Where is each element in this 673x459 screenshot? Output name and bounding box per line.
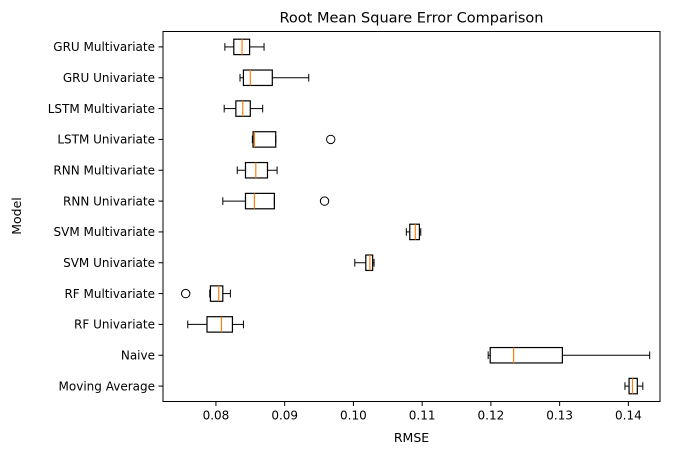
y-tick-label-naive: Naive [121, 349, 155, 363]
y-tick-label-rnn-univariate: RNN Univariate [63, 194, 155, 208]
box-rf-univariate [206, 316, 234, 333]
x-axis-label: RMSE [394, 430, 429, 445]
box-rnn-multivariate [244, 161, 269, 179]
y-tick-label-moving-average: Moving Average [59, 379, 155, 393]
x-tick-label: 0.14 [615, 409, 642, 423]
y-tick-label-gru-multivariate: GRU Multivariate [53, 40, 155, 54]
axes-frame [162, 31, 661, 402]
y-tick-label-rf-univariate: RF Univariate [74, 318, 155, 332]
outlier-rnn-univariate [319, 196, 330, 206]
x-tick-label: 0.13 [546, 409, 573, 423]
box-rf-multivariate [209, 285, 224, 302]
box-gru-univariate [242, 69, 273, 87]
y-tick-label-rnn-multivariate: RNN Multivariate [53, 164, 155, 178]
box-moving-average [628, 377, 638, 395]
box-naive [489, 346, 563, 364]
y-tick-label-lstm-multivariate: LSTM Multivariate [48, 102, 155, 116]
box-svm-multivariate [409, 223, 421, 241]
y-tick-label-rf-multivariate: RF Multivariate [64, 287, 155, 301]
x-tick-label: 0.10 [340, 409, 367, 423]
x-tick-label: 0.08 [203, 409, 230, 423]
box-lstm-univariate [252, 131, 277, 148]
y-tick-label-gru-univariate: GRU Univariate [63, 71, 155, 85]
plot-area: 0.08 0.09 0.10 0.11 0.12 0.13 0.14 GRU Multivar… [48, 38, 651, 423]
y-axis-label: Model [9, 197, 24, 235]
x-tick-label: 0.12 [478, 409, 505, 423]
chart-title: Root Mean Square Error Comparison [279, 11, 543, 27]
box-rnn-univariate [244, 192, 275, 210]
x-tick-label: 0.11 [409, 409, 436, 423]
y-tick-label-lstm-univariate: LSTM Univariate [57, 133, 155, 147]
outlier-lstm-univariate [326, 134, 336, 145]
box-svm-univariate [365, 254, 374, 272]
outlier-rf-multivariate [180, 288, 191, 299]
y-tick-label-svm-univariate: SVM Univariate [63, 256, 155, 270]
y-tick-label-svm-multivariate: SVM Multivariate [54, 225, 156, 239]
x-tick-label: 0.09 [271, 409, 298, 423]
